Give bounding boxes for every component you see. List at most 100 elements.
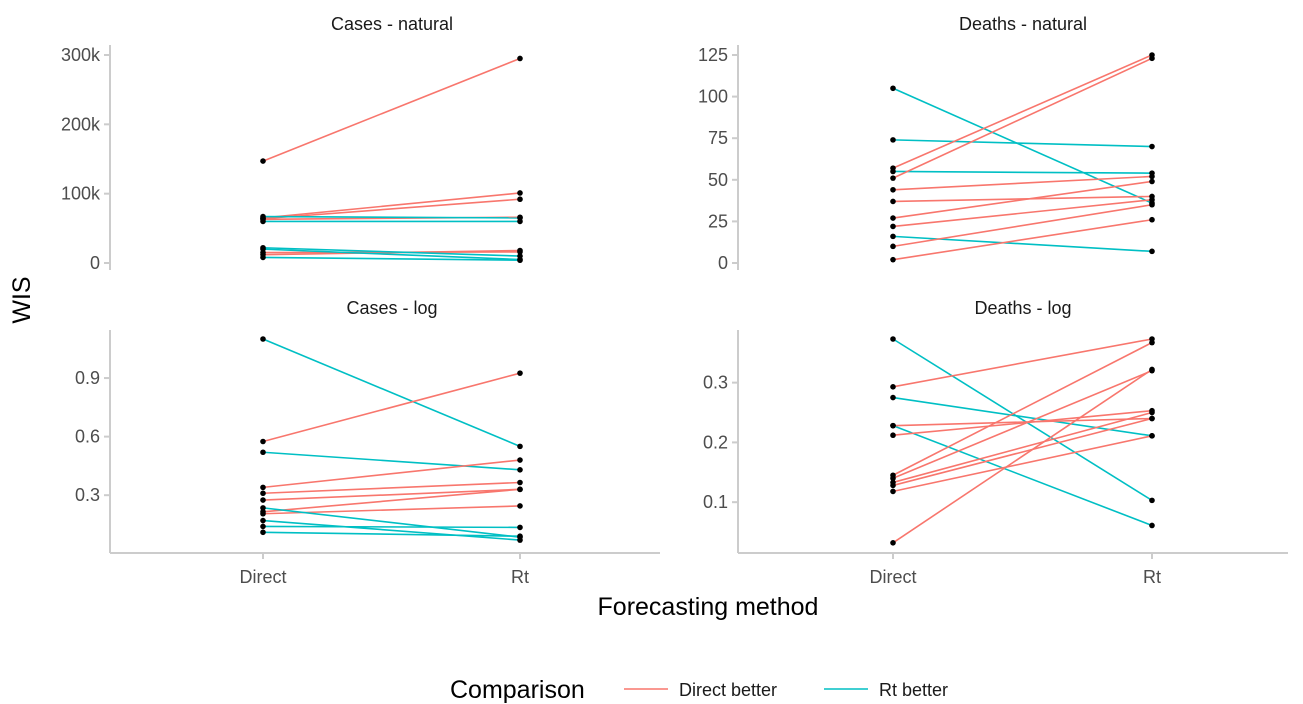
series-line [262, 531, 521, 537]
data-point-direct [260, 529, 266, 536]
panel-cases-natural: Cases - natural 0 100k 200k 300k [61, 14, 523, 273]
data-point-direct [890, 384, 896, 390]
series-line [892, 411, 1153, 484]
legend-title: Comparison [450, 676, 585, 704]
data-point-direct [260, 218, 266, 225]
data-point-rt [517, 249, 523, 255]
data-point-rt [1149, 178, 1155, 185]
series-line [892, 417, 1153, 487]
series-line [892, 198, 1153, 228]
series-line [892, 368, 1153, 544]
y-tick-label: 0 [718, 253, 728, 273]
data-point-rt [1149, 522, 1155, 529]
series-line [892, 87, 1153, 204]
data-point-direct [260, 505, 266, 511]
panel-title: Cases - log [346, 298, 437, 318]
panel-deaths-log: Deaths - log 0.1 0.2 0.3 Direct Rt [703, 298, 1288, 587]
series-line [892, 203, 1153, 248]
data-point-direct [890, 175, 896, 181]
data-point-rt [1149, 55, 1155, 62]
series-line [892, 369, 1153, 479]
series-line [262, 507, 521, 538]
data-point-rt [1149, 216, 1155, 223]
data-point-rt [517, 479, 523, 486]
data-point-direct [890, 223, 896, 230]
data-point-rt [517, 533, 523, 539]
data-point-rt [517, 537, 523, 543]
data-point-direct [890, 488, 896, 495]
y-tick-label: 0.6 [75, 427, 100, 447]
x-tick-label: Direct [239, 567, 286, 587]
series-line [262, 246, 521, 257]
y-tick-label: 0.9 [75, 368, 100, 388]
data-point-rt [1149, 339, 1155, 346]
data-point-direct [890, 256, 896, 263]
data-point-direct [260, 510, 266, 517]
data-point-direct [890, 336, 896, 342]
panel-title: Deaths - natural [959, 14, 1087, 34]
data-point-direct [890, 482, 896, 489]
data-point-rt [517, 503, 523, 509]
series-line [892, 338, 1153, 502]
legend-label-direct-better: Direct better [679, 680, 777, 700]
series-line [262, 338, 521, 448]
y-tick-label: 100k [61, 184, 101, 204]
data-point-direct [890, 215, 896, 221]
y-tick-label: 0 [90, 253, 100, 273]
data-point-rt [517, 257, 523, 264]
data-point-direct [890, 475, 896, 482]
series-line [262, 192, 521, 219]
series-line [892, 409, 1153, 437]
data-point-direct [260, 336, 266, 342]
y-tick-label: 0.3 [703, 373, 728, 393]
data-point-rt [1149, 201, 1155, 208]
series-line [262, 481, 521, 495]
panel-title: Cases - natural [331, 14, 453, 34]
data-point-rt [1149, 173, 1155, 180]
y-tick-label: 0.1 [703, 492, 728, 512]
panel-cases-log: Cases - log 0.3 0.6 0.9 Direct Rt [75, 298, 660, 587]
data-point-direct [890, 233, 896, 240]
data-point-rt [517, 467, 523, 473]
series-line [892, 170, 1153, 174]
x-tick-label: Rt [511, 567, 529, 587]
data-point-direct [260, 449, 266, 456]
series-line [892, 435, 1153, 493]
data-point-rt [517, 215, 523, 221]
y-tick-label: 100 [698, 87, 728, 107]
legend-label-rt-better: Rt better [879, 680, 948, 700]
data-point-direct [890, 137, 896, 143]
panel-deaths-natural: Deaths - natural 0 25 50 75 100 125 [698, 14, 1155, 273]
data-point-rt [517, 370, 523, 376]
y-tick-label: 50 [708, 170, 728, 190]
y-tick-label: 0.2 [703, 432, 728, 452]
data-point-direct [260, 158, 266, 164]
facet-panels: Cases - natural 0 100k 200k 300k Deaths - nat… [61, 14, 1288, 587]
series-line [892, 54, 1153, 169]
series-line [892, 235, 1153, 253]
series-line [262, 248, 521, 261]
y-tick-label: 75 [708, 128, 728, 148]
data-point-rt [1149, 248, 1155, 255]
series-line [262, 519, 521, 541]
data-point-rt [1149, 196, 1155, 203]
data-point-direct [260, 484, 266, 491]
panel-title: Deaths - log [974, 298, 1071, 318]
data-point-rt [1149, 415, 1155, 422]
data-point-direct [890, 422, 896, 429]
data-point-direct [890, 198, 896, 205]
data-point-rt [517, 443, 523, 450]
data-point-direct [260, 497, 266, 503]
series-line [262, 57, 521, 162]
data-point-rt [517, 55, 523, 62]
y-tick-label: 300k [61, 45, 101, 65]
data-point-direct [260, 213, 266, 220]
data-point-direct [260, 246, 266, 252]
data-point-direct [260, 523, 266, 530]
data-point-direct [260, 438, 266, 445]
data-point-direct [890, 394, 896, 401]
data-point-direct [890, 85, 896, 92]
series-line [262, 215, 521, 219]
series-line [262, 488, 521, 513]
